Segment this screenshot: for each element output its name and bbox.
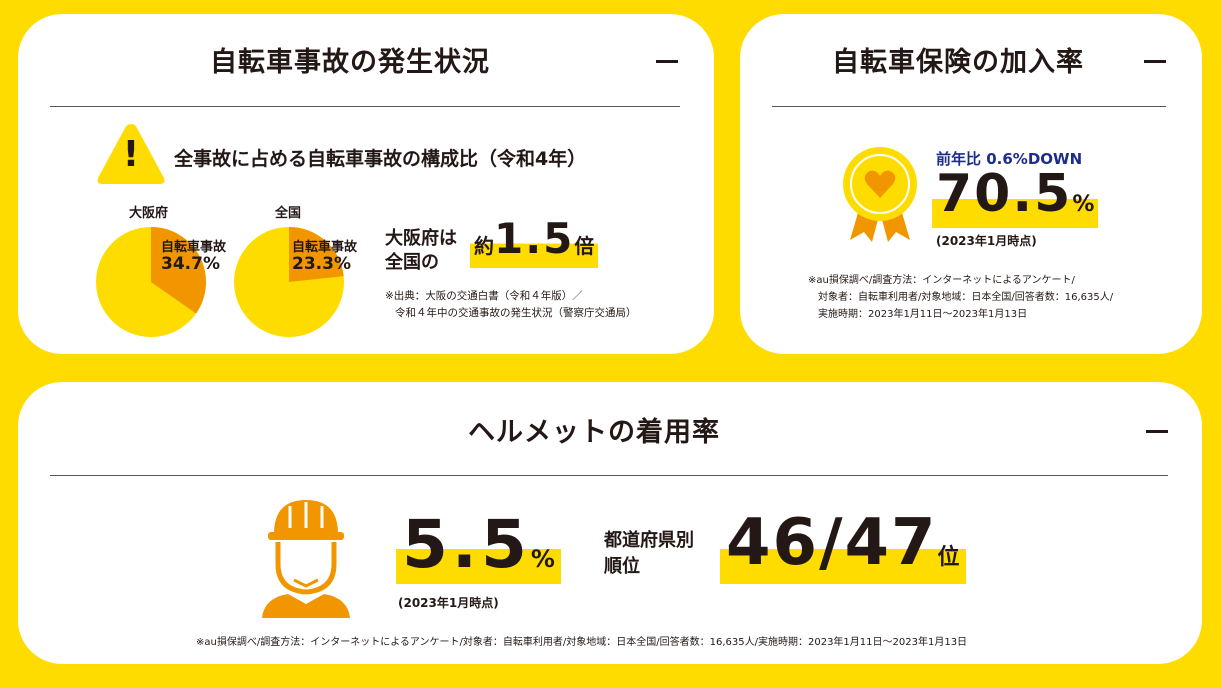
insurance-as-of: (2023年1月時点) xyxy=(936,234,1037,248)
rank-label-line2: 順位 xyxy=(604,556,640,577)
pie-osaka-label: 自転車事故 xyxy=(161,240,227,255)
accident-source-line1: ※出典：大阪の交通白書（令和４年版）／ xyxy=(385,290,583,302)
ratio-value: 1.5 xyxy=(494,214,575,263)
accident-collapse-button[interactable] xyxy=(656,60,678,63)
helmet-as-of: (2023年1月時点) xyxy=(398,596,499,610)
helmet-note: ※au損保調べ/調査方法：インターネットによるアンケート/対象者：自転車利用者/… xyxy=(196,637,968,648)
helmet-rate-unit: % xyxy=(530,545,555,573)
insurance-yoy: 前年比 0.6%DOWN xyxy=(936,150,1083,168)
insurance-divider xyxy=(772,106,1166,107)
insurance-collapse-button[interactable] xyxy=(1144,60,1166,63)
pie-slice-bicycle xyxy=(289,227,344,282)
insurance-rate-highlight: 70.5% xyxy=(932,164,1099,228)
accident-title: 自転車事故の発生状況 xyxy=(210,47,490,78)
rank-highlight: 46/47位 xyxy=(720,506,966,584)
rank-unit: 位 xyxy=(937,545,960,570)
pie-region-osaka: 大阪府 xyxy=(129,206,169,221)
pie-chart-osaka xyxy=(96,227,206,337)
insurance-rate-unit: % xyxy=(1072,192,1095,217)
compare-line1: 大阪府は xyxy=(385,228,457,249)
helmet-rate-value: 5.5 xyxy=(402,506,531,583)
insurance-rate-value: 70.5 xyxy=(936,164,1073,224)
rank-label-line1: 都道府県別 xyxy=(604,530,694,551)
pie-region-national: 全国 xyxy=(275,206,302,221)
ratio-highlight: 約1.5倍 xyxy=(470,214,599,268)
pie-slice-bicycle xyxy=(151,227,206,314)
rank-value: 46/47 xyxy=(726,506,938,580)
ratio-prefix: 約 xyxy=(474,234,494,258)
insurance-note-line1: ※au損保調べ/調査方法：インターネットによるアンケート/ xyxy=(808,275,1075,286)
helmet-rate-highlight: 5.5% xyxy=(396,506,561,584)
accident-source-line2: 令和４年中の交通事故の発生状況（警察庁交通局） xyxy=(395,307,637,319)
insurance-title: 自転車保険の加入率 xyxy=(832,47,1084,78)
insurance-note-line3: 実施時期：2023年1月11日〜2023年1月13日 xyxy=(818,309,1028,320)
helmet-divider xyxy=(50,475,1168,476)
helmet-collapse-button[interactable] xyxy=(1146,430,1168,433)
pie-national-percent: 23.3% xyxy=(292,254,351,274)
accident-subtitle: 全事故に占める自転車事故の構成比（令和4年） xyxy=(174,148,587,170)
ratio-suffix: 倍 xyxy=(574,234,595,258)
accident-divider xyxy=(50,106,680,107)
warning-icon xyxy=(97,124,165,184)
insurance-note-line2: 対象者：自転車利用者/対象地域：日本全国/回答者数：16,635人/ xyxy=(818,292,1114,303)
pie-osaka-percent: 34.7% xyxy=(161,254,220,274)
medal-icon xyxy=(843,147,917,242)
helmet-worker-icon xyxy=(262,500,350,618)
helmet-title: ヘルメットの着用率 xyxy=(468,417,720,448)
warning-mark: ! xyxy=(122,134,140,175)
compare-line2: 全国の xyxy=(385,252,439,273)
pie-national-label: 自転車事故 xyxy=(292,240,358,255)
accident-card: 自転車事故の発生状況 ! 全事故に占める自転車事故の構成比（令和4年） 大阪府 … xyxy=(18,14,714,354)
insurance-card: 自転車保険の加入率 前年比 0.6%DOWN 70.5% (2023年1月時点)… xyxy=(740,14,1202,354)
pie-chart-national xyxy=(234,227,344,337)
helmet-card: ヘルメットの着用率 5.5% (2023年1月時点) 都道府県別 順位 46/4… xyxy=(18,382,1202,664)
